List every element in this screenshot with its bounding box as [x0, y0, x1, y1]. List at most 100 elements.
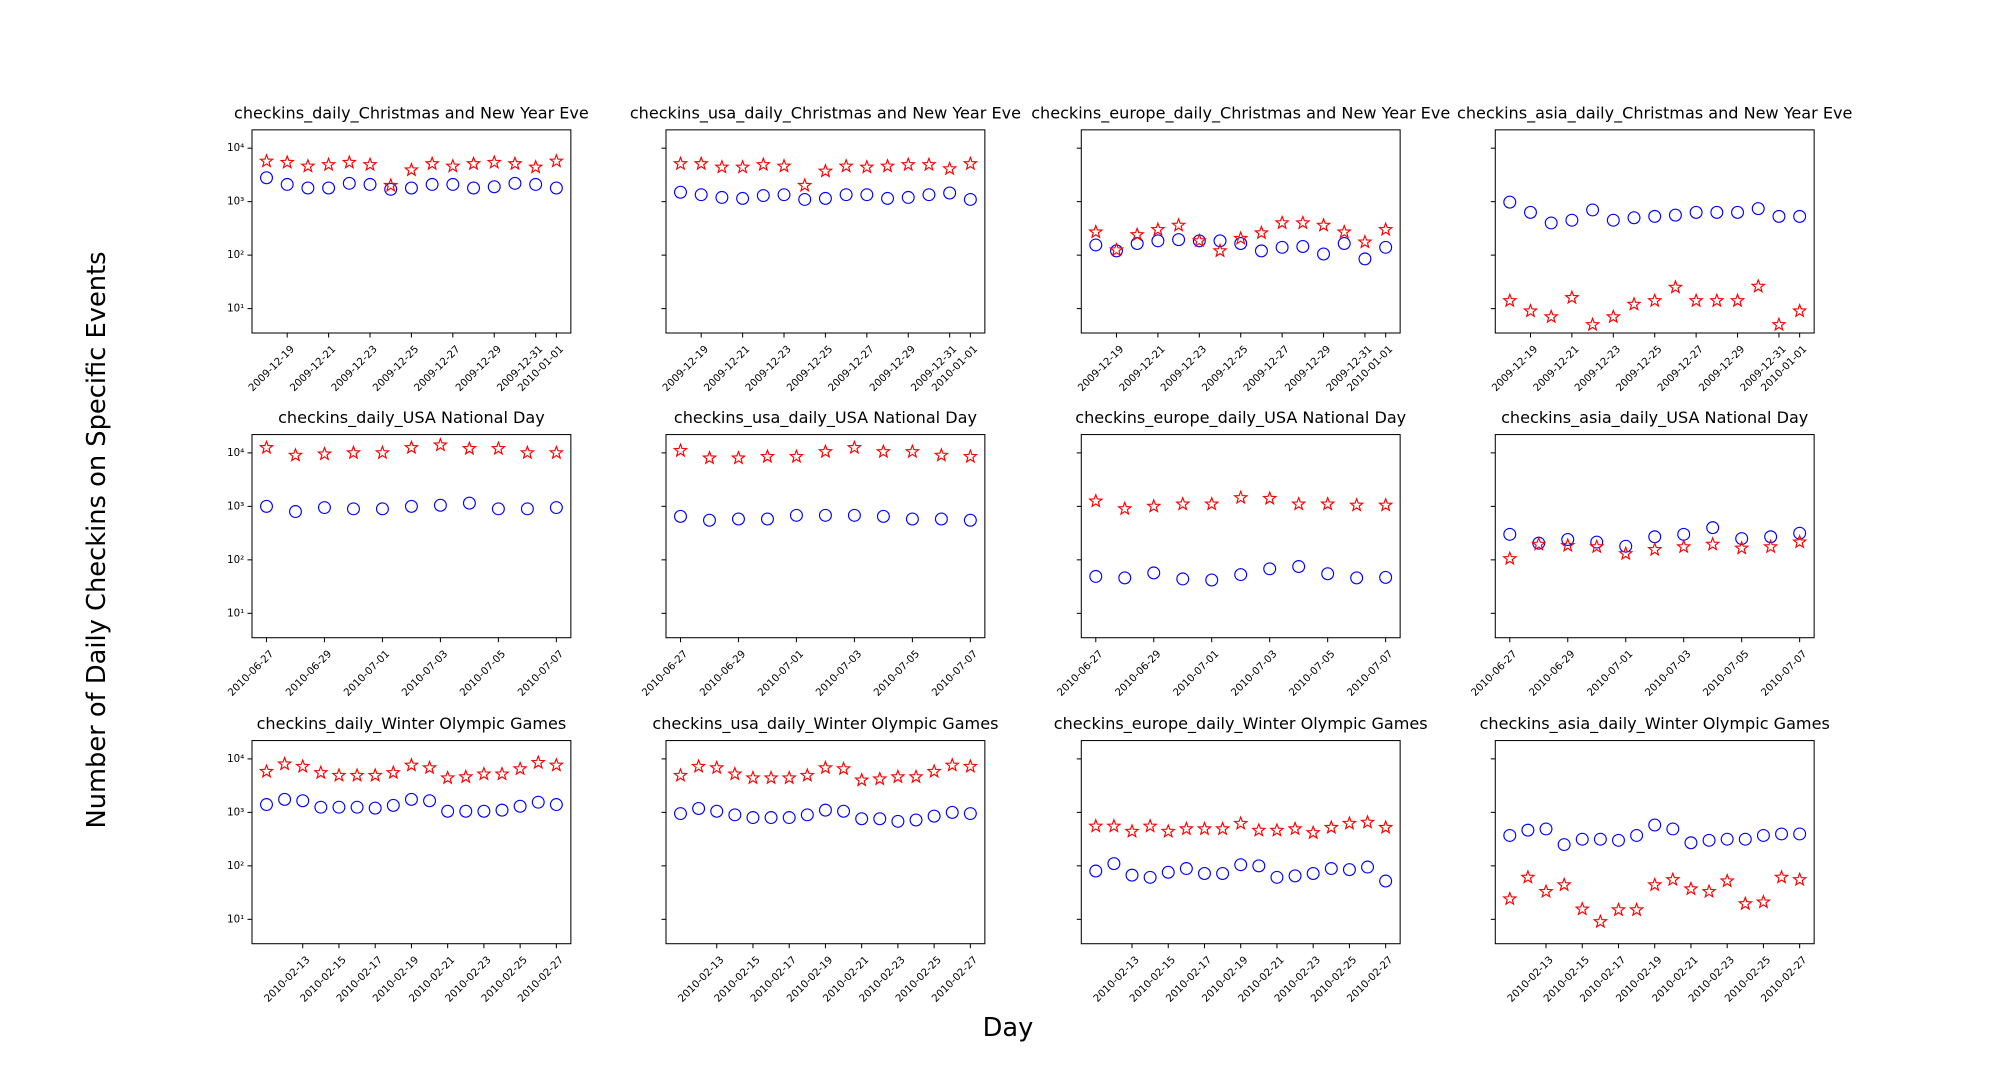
star-marker: [1729, 292, 1746, 308]
circle-marker: [1544, 216, 1558, 230]
circle-marker: [1630, 828, 1644, 842]
circle-marker: [1118, 571, 1132, 585]
circle-marker: [800, 808, 814, 822]
star-marker: [1214, 820, 1231, 836]
star-marker: [1262, 490, 1278, 506]
star-marker: [846, 439, 863, 455]
star-marker: [1178, 820, 1195, 836]
star-marker: [1791, 302, 1808, 318]
star-marker: [1196, 820, 1213, 836]
x-tick-label: 2010-07-03: [1229, 648, 1280, 699]
circle-marker: [1503, 195, 1517, 209]
circle-marker: [1342, 863, 1356, 877]
star-marker: [908, 768, 924, 784]
star-marker: [1522, 302, 1539, 318]
y-tick-label: 10¹: [227, 303, 244, 315]
circle-marker: [1503, 828, 1517, 842]
star-marker: [421, 759, 438, 775]
x-tick-label: 2010-07-07: [1759, 648, 1810, 699]
star-marker: [759, 448, 776, 464]
subplot-title: checkins_europe_daily_Winter Olympic Gam…: [1054, 714, 1428, 734]
star-marker: [1377, 819, 1394, 835]
circle-marker: [1358, 252, 1372, 266]
circle-marker: [441, 804, 455, 818]
star-marker: [1502, 292, 1518, 308]
star-marker: [1315, 217, 1332, 232]
axes-frame: [1080, 740, 1401, 945]
x-tick-label: 2010-06-27: [1469, 648, 1520, 699]
star-marker: [709, 759, 725, 775]
star-marker: [279, 154, 295, 170]
star-marker: [494, 765, 510, 781]
circle-marker: [342, 176, 356, 190]
star-marker: [799, 767, 815, 782]
circle-marker: [296, 794, 310, 808]
star-marker: [763, 769, 779, 785]
star-marker: [461, 440, 478, 456]
circle-marker: [818, 508, 832, 522]
circle-marker: [1539, 822, 1553, 836]
star-marker: [445, 158, 461, 173]
circle-marker: [782, 811, 796, 825]
subplot-title: checkins_usa_daily_Winter Olympic Games: [652, 714, 998, 734]
star-marker: [1124, 823, 1140, 838]
star-marker: [904, 443, 921, 459]
circle-marker: [1263, 562, 1277, 576]
star-marker: [1502, 890, 1518, 906]
star-marker: [1336, 223, 1352, 239]
subplot-title: checkins_usa_daily_USA National Day: [674, 408, 978, 428]
circle-marker: [1606, 213, 1620, 227]
star-marker: [1305, 824, 1321, 840]
star-marker: [345, 444, 362, 460]
star-marker: [1233, 815, 1249, 831]
star-marker: [1295, 214, 1311, 230]
axes-frame: [1080, 129, 1401, 334]
star-marker: [548, 444, 565, 460]
circle-marker: [1172, 233, 1186, 247]
star-marker: [403, 757, 420, 772]
star-marker: [1129, 226, 1145, 242]
star-marker: [1701, 883, 1717, 899]
star-marker: [1737, 895, 1753, 911]
circle-marker: [1379, 240, 1393, 254]
circle-marker: [1296, 240, 1310, 253]
circle-marker: [260, 798, 273, 812]
circle-marker: [1702, 833, 1716, 847]
star-marker: [962, 155, 979, 171]
y-tick-label: 10³: [227, 500, 244, 512]
star-marker: [1560, 537, 1576, 553]
circle-marker: [368, 801, 382, 815]
circle-marker: [860, 188, 874, 202]
circle-marker: [332, 800, 346, 814]
star-marker: [1212, 242, 1228, 258]
circle-marker: [1731, 205, 1745, 219]
star-marker: [465, 155, 482, 171]
star-marker: [1251, 822, 1267, 837]
circle-marker: [891, 814, 905, 828]
star-marker: [755, 156, 771, 172]
circle-marker: [1666, 822, 1680, 836]
star-marker: [921, 156, 937, 172]
star-marker: [1791, 533, 1808, 549]
circle-marker: [764, 811, 778, 825]
circle-marker: [1350, 571, 1364, 585]
star-marker: [295, 758, 311, 774]
circle-marker: [905, 512, 919, 526]
circle-marker: [467, 181, 481, 195]
star-marker: [1146, 498, 1162, 513]
star-marker: [287, 447, 304, 462]
star-marker: [1359, 814, 1376, 829]
star-marker: [385, 764, 401, 780]
circle-marker: [1197, 866, 1211, 880]
circle-marker: [513, 799, 527, 813]
circle-marker: [477, 804, 491, 818]
circle-marker: [508, 176, 522, 190]
circle-marker: [1379, 874, 1393, 888]
star-marker: [367, 767, 383, 782]
circle-marker: [1176, 572, 1190, 586]
circle-marker: [487, 180, 501, 194]
axes-frame: [665, 434, 986, 639]
axes-frame: [251, 129, 572, 334]
